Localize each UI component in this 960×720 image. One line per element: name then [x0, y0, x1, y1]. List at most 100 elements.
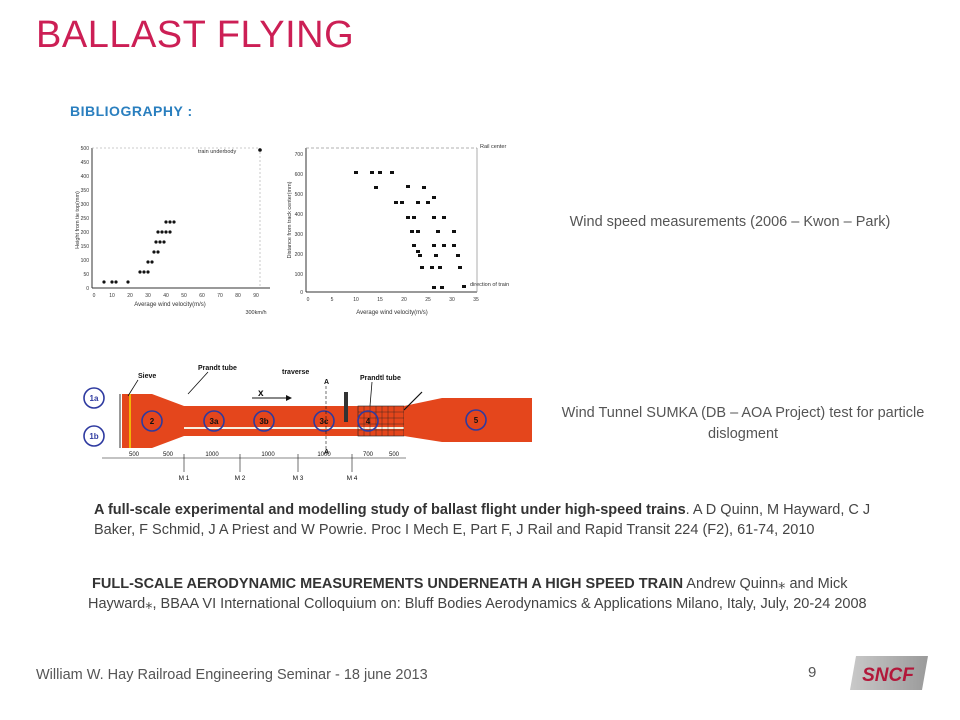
sieve-label: Sieve	[138, 373, 156, 380]
prandt-tube-label: Prandt tube	[198, 365, 237, 372]
left-y-tick: 350	[81, 188, 90, 194]
section-label: BIBLIOGRAPHY :	[70, 103, 193, 119]
left-y-tick: 500	[81, 146, 90, 152]
wind-speed-caption: Wind speed measurements (2006 – Kwon – P…	[569, 214, 891, 230]
left-y-tick: 400	[81, 174, 90, 180]
left-x-tick: 40	[163, 293, 169, 299]
left-x-tick: 90	[253, 293, 259, 299]
left-y-tick: 150	[81, 244, 90, 250]
right-x-tick: 25	[425, 297, 431, 303]
section-5-label: 5	[474, 416, 479, 425]
left-x-ticks: 0 10 20 30 40 50 60 70 80 90	[93, 293, 259, 299]
reference-2-title: FULL-SCALE AERODYNAMIC MEASUREMENTS UNDE…	[92, 576, 684, 592]
section-3b-marker	[253, 410, 275, 432]
left-y-label: Height from tie top(mm)	[75, 191, 81, 249]
right-y-ticks: 700 600 500 400 300 200 100 0	[295, 152, 304, 296]
right-legend: Rail center	[480, 144, 506, 150]
left-y-tick: 250	[81, 216, 90, 222]
sncf-logo: SNCF	[850, 656, 928, 690]
right-y-label: Distance from track center(mm)	[287, 181, 293, 258]
measure-point-m3: M 3	[293, 475, 304, 482]
left-x-tick: 0	[93, 293, 96, 299]
dimension-1000-c: 1000	[317, 452, 331, 458]
distance-track-scatter-plot: 700 600 500 400 300 200 100 0 0 5 10 15 …	[282, 140, 537, 320]
page-number: 9	[808, 664, 817, 681]
section-1b-label: 1b	[89, 432, 98, 441]
traverse-label: traverse	[282, 369, 309, 376]
left-x-label: Average wind velocity(m/s)	[134, 302, 206, 308]
right-y-tick: 400	[295, 212, 304, 218]
left-y-ticks: 500 450 400 350 300 250 200 150 100 50 0	[81, 146, 90, 292]
section-3b-label: 3b	[259, 417, 268, 426]
right-y-tick: 0	[300, 290, 303, 296]
wind-height-scatter-plot: 500 450 400 350 300 250 200 150 100 50 0…	[70, 140, 270, 320]
reference-2: FULL-SCALE AERODYNAMIC MEASUREMENTS UNDE…	[88, 574, 888, 614]
left-x-tick: 60	[199, 293, 205, 299]
footer-text: William W. Hay Railroad Engineering Semi…	[36, 667, 428, 683]
left-x-tick: 20	[127, 293, 133, 299]
right-x-tick: 10	[353, 297, 359, 303]
left-y-tick: 50	[83, 272, 89, 278]
left-annotation: 300km/h	[245, 310, 266, 316]
reference-2-details: Andrew Quinn⁎ and Mick Hayward⁎, BBAA VI…	[88, 576, 867, 612]
section-2-label: 2	[150, 417, 155, 426]
measure-point-m2: M 2	[235, 475, 246, 482]
dimension-1000-a: 1000	[205, 452, 219, 458]
reference-1-details: . A D Quinn, M Hayward, C J Baker, F Sch…	[94, 502, 871, 538]
left-y-tick: 450	[81, 160, 90, 166]
left-x-tick: 80	[235, 293, 241, 299]
measure-point-m4: M 4	[347, 475, 358, 482]
right-y-tick: 200	[295, 252, 304, 258]
dimension-700: 700	[363, 452, 374, 458]
x-axis-label: x	[258, 388, 264, 399]
section-3c-marker	[313, 410, 335, 432]
left-x-tick: 30	[145, 293, 151, 299]
section-a-top-label: A	[324, 379, 329, 386]
right-y-tick: 600	[295, 172, 304, 178]
left-x-tick: 70	[217, 293, 223, 299]
left-y-tick: 200	[81, 230, 90, 236]
wind-tunnel-caption: Wind Tunnel SUMKA (DB – AOA Project) tes…	[561, 405, 925, 442]
tunnel-contraction	[152, 394, 184, 448]
right-x-tick: 35	[473, 297, 479, 303]
right-x-tick: 5	[331, 297, 334, 303]
right-annotation: direction of train	[470, 282, 509, 288]
slide-title: BALLAST FLYING	[36, 14, 355, 56]
wind-tunnel-diagram: 1a 1b 2 3a 3b 3c 4 5 Sieve Prandt tube t…	[72, 362, 536, 486]
right-y-tick: 300	[295, 232, 304, 238]
right-x-tick: 15	[377, 297, 383, 303]
right-x-ticks: 0 5 10 15 20 25 30 35	[307, 297, 479, 303]
left-x-tick: 50	[181, 293, 187, 299]
section-5-marker	[465, 409, 487, 431]
right-scatter-points	[354, 171, 466, 289]
section-4-label: 4	[366, 417, 371, 426]
tunnel-inlet	[122, 394, 152, 448]
dimension-1000-b: 1000	[261, 452, 275, 458]
right-y-tick: 100	[295, 272, 304, 278]
section-3c-label: 3c	[320, 417, 329, 426]
right-x-label: Average wind velocity(m/s)	[356, 310, 428, 316]
dimension-500-b: 500	[163, 452, 174, 458]
section-a-bottom-label: A	[324, 449, 329, 456]
left-y-tick: 300	[81, 202, 90, 208]
right-y-tick: 700	[295, 152, 304, 158]
section-4-marker	[357, 410, 379, 432]
section-1b-marker	[83, 425, 105, 447]
section-3a-marker	[203, 410, 225, 432]
section-2-marker	[141, 410, 163, 432]
reference-1-title: A full-scale experimental and modelling …	[94, 502, 686, 518]
left-y-tick: 100	[81, 258, 90, 264]
right-x-tick: 0	[307, 297, 310, 303]
dimension-500-a: 500	[129, 452, 140, 458]
left-scatter-points	[102, 148, 262, 284]
right-x-tick: 30	[449, 297, 455, 303]
section-1a-marker	[83, 387, 105, 409]
prandtl-tube-label: Prandtl tube	[360, 375, 401, 382]
reference-1: A full-scale experimental and modelling …	[94, 500, 914, 540]
left-x-tick: 10	[109, 293, 115, 299]
svg-text:SNCF: SNCF	[862, 665, 915, 686]
right-y-tick: 500	[295, 192, 304, 198]
right-x-tick: 20	[401, 297, 407, 303]
tunnel-diffuser	[404, 398, 532, 442]
measure-point-m1: M 1	[179, 475, 190, 482]
